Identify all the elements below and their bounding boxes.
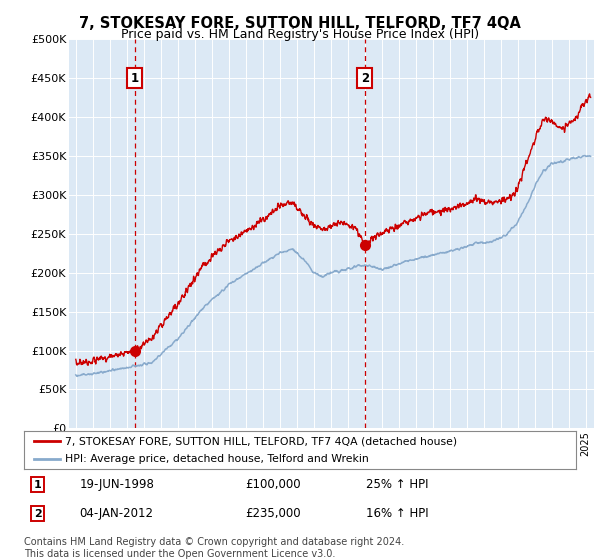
Text: £235,000: £235,000 — [245, 507, 301, 520]
Text: Price paid vs. HM Land Registry's House Price Index (HPI): Price paid vs. HM Land Registry's House … — [121, 28, 479, 41]
Text: 25% ↑ HPI: 25% ↑ HPI — [366, 478, 429, 491]
Text: 7, STOKESAY FORE, SUTTON HILL, TELFORD, TF7 4QA: 7, STOKESAY FORE, SUTTON HILL, TELFORD, … — [79, 16, 521, 31]
Text: 16% ↑ HPI: 16% ↑ HPI — [366, 507, 429, 520]
Text: 2: 2 — [361, 72, 369, 85]
Text: HPI: Average price, detached house, Telford and Wrekin: HPI: Average price, detached house, Telf… — [65, 454, 369, 464]
Text: 04-JAN-2012: 04-JAN-2012 — [79, 507, 153, 520]
Text: 7, STOKESAY FORE, SUTTON HILL, TELFORD, TF7 4QA (detached house): 7, STOKESAY FORE, SUTTON HILL, TELFORD, … — [65, 436, 458, 446]
Text: Contains HM Land Registry data © Crown copyright and database right 2024.
This d: Contains HM Land Registry data © Crown c… — [24, 537, 404, 559]
Text: 19-JUN-1998: 19-JUN-1998 — [79, 478, 154, 491]
Text: 2: 2 — [34, 508, 41, 519]
Text: £100,000: £100,000 — [245, 478, 301, 491]
Text: 1: 1 — [131, 72, 139, 85]
Text: 1: 1 — [34, 480, 41, 490]
